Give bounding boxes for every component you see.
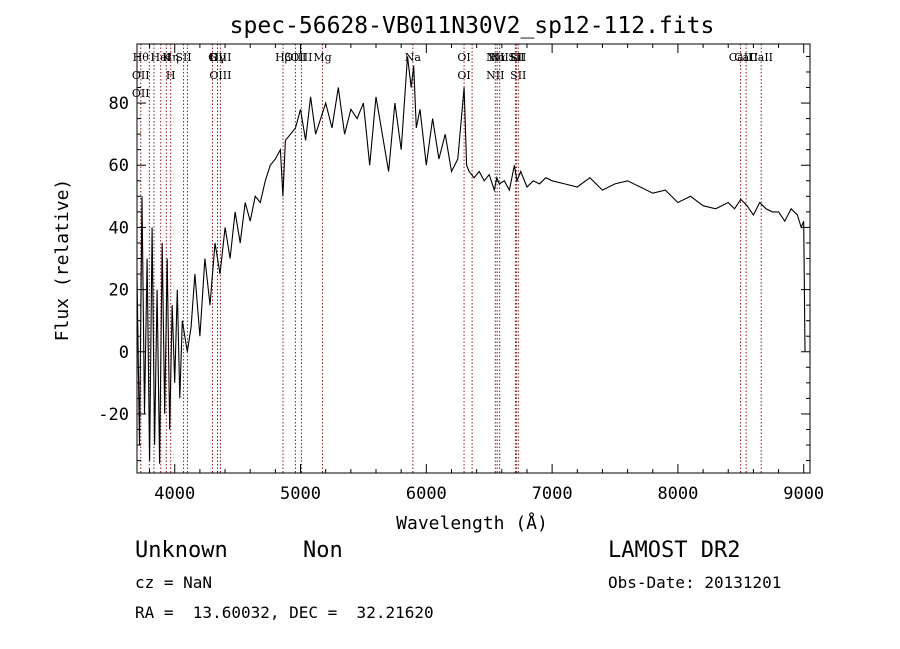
line-label-24-0: CaII (729, 51, 753, 64)
line-label-3-0: HeI (151, 51, 171, 64)
object-subclass-label: Non (303, 538, 343, 563)
x-tick-label-1: 5000 (280, 484, 321, 504)
line-label-20-0: NII (491, 51, 509, 64)
y-axis-ticks: -20 0 20 40 60 80 (98, 55, 810, 462)
line-label-18-1: NII (486, 69, 504, 82)
line-label-21-0: Li (510, 51, 521, 64)
line-label-22-0: SII (508, 51, 524, 64)
line-label-16-1: OI (457, 69, 470, 82)
line-label-16-0: OI (457, 51, 470, 64)
x-tick-label-2: 6000 (406, 484, 447, 504)
x-tick-label-3: 7000 (532, 484, 573, 504)
x-tick-label-5: 9000 (783, 484, 824, 504)
object-class-label: Unknown (135, 538, 228, 563)
y-tick-label-0: -20 (98, 405, 129, 425)
line-label-6-0: SII (175, 51, 191, 64)
line-label-9-0: Hγ (209, 51, 226, 64)
x-tick-label-0: 4000 (154, 484, 195, 504)
x-axis-ticks: 4000 5000 6000 7000 8000 9000 (149, 44, 824, 504)
survey-label: LAMOST DR2 (608, 538, 741, 563)
line-label-10-0: OIII (209, 51, 231, 64)
line-label-5-1: H (166, 69, 176, 82)
line-label-19-0: Hα (489, 51, 507, 64)
x-tick-label-4: 8000 (657, 484, 698, 504)
coordinates-label: RA = 13.60032, DEC = 32.21620 (135, 603, 434, 622)
line-label-0-2: OII (132, 87, 150, 100)
line-label-11-0: Hβ (275, 51, 291, 64)
line-label-0-0: Hθ (133, 51, 150, 64)
y-tick-label-3: 40 (109, 218, 129, 238)
line-label-5-0: Hη (163, 51, 179, 64)
plot-frame (136, 43, 811, 474)
line-label-26-0: CaII (749, 51, 773, 64)
line-label-14-0: Mg (313, 51, 331, 64)
emission-line-markers (140, 44, 762, 473)
line-label-4-0: K (162, 51, 171, 64)
line-label-0-1: OII (132, 69, 150, 82)
line-label-8-0: G (208, 51, 217, 64)
y-tick-label-5: 80 (109, 94, 129, 114)
y-axis-label: Flux (relative) (52, 179, 73, 342)
line-label-23-0: SII (510, 51, 526, 64)
x-axis-label: Wavelength (Å) (396, 512, 548, 534)
line-label-25-0: CaII (734, 51, 758, 64)
y-tick-label-1: 0 (119, 343, 129, 363)
line-label-18-0: NII (486, 51, 504, 64)
y-tick-label-2: 20 (109, 281, 129, 301)
redshift-label: cz = NaN (135, 573, 213, 592)
line-label-23-1: SII (510, 69, 526, 82)
y-tick-label-4: 60 (109, 156, 129, 176)
spectrum-line (136, 56, 806, 464)
line-label-12-0: OIII (284, 51, 306, 64)
line-label-15-0: Na (405, 51, 422, 64)
chart-title: spec-56628-VB011N30V2_sp12-112.fits (230, 13, 715, 39)
line-label-10-1: OIII (209, 69, 231, 82)
obs-date-label: Obs-Date: 20131201 (608, 573, 782, 592)
line-label-13-0: OIII (290, 51, 312, 64)
